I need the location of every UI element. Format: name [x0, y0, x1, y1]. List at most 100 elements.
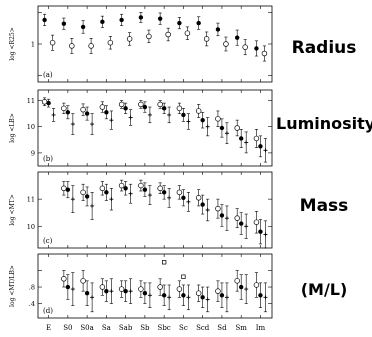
panel-title-3: Mass: [299, 196, 349, 216]
data-point-filled: [181, 195, 186, 200]
data-point-open: [146, 33, 152, 40]
data-point-cross: [224, 216, 229, 221]
panel-title-2: Luminosity: [276, 114, 372, 133]
data-point-open: [253, 219, 260, 225]
data-point-open: [176, 286, 183, 292]
x-tick-label-sm: Sm: [235, 324, 247, 332]
data-point-open: [118, 101, 125, 108]
data-point-open: [184, 30, 191, 36]
data-point-open: [261, 50, 268, 57]
data-point-cross: [147, 193, 152, 198]
data-point-cross: [167, 195, 172, 200]
panel-b: 9 10 11 log <LB> (b): [9, 89, 273, 167]
data-point-filled: [138, 15, 144, 20]
x-tick-label-sd: Sd: [217, 324, 227, 332]
panel-tag: (d): [43, 307, 53, 315]
panel-frame: [37, 253, 273, 319]
data-point-cross: [186, 119, 191, 124]
y-tick-label: .4: [29, 300, 35, 308]
data-point-open: [234, 278, 240, 284]
data-point-filled: [100, 19, 105, 25]
data-point-open: [80, 278, 86, 284]
data-point-cross: [167, 112, 172, 117]
data-point-cross: [90, 295, 95, 300]
data-point-cross: [263, 295, 268, 300]
data-point-filled: [196, 20, 201, 26]
data-point-filled: [200, 202, 205, 207]
data-point-open: [118, 286, 125, 292]
data-point-filled: [65, 110, 71, 115]
data-point-filled: [84, 111, 90, 116]
data-point-filled: [200, 295, 205, 300]
data-point-open: [49, 39, 56, 46]
data-point-cross: [70, 197, 75, 202]
data-point-open: [253, 282, 260, 288]
data-point-filled: [181, 293, 186, 298]
x-tick-label-im: Im: [256, 324, 266, 332]
x-tick-label-s0: S0: [63, 324, 72, 332]
panel-c: 10 11 log <MT> (c): [9, 171, 273, 249]
panel-title-1: Radius: [291, 38, 357, 58]
data-point-cross: [51, 112, 56, 117]
data-point-filled: [254, 46, 259, 51]
data-point-filled: [65, 187, 71, 192]
data-point-cross: [205, 297, 210, 302]
data-point-filled: [142, 291, 148, 296]
data-point-cross: [109, 197, 114, 202]
data-point-cross: [244, 287, 249, 292]
data-point-open: [215, 288, 221, 294]
panel-tag: (b): [43, 155, 53, 163]
x-tick-label-sb: Sb: [140, 324, 150, 332]
data-point-open: [157, 101, 163, 108]
data-point-filled: [238, 221, 244, 226]
x-tick-label-sbc: Sbc: [158, 324, 171, 332]
data-point-open: [69, 43, 75, 49]
data-point-open: [203, 36, 210, 42]
data-point-cross: [224, 295, 229, 300]
data-point-filled: [238, 284, 244, 290]
data-point-open: [195, 195, 202, 201]
y-tick-label: 10: [27, 123, 35, 131]
data-point-filled: [104, 190, 109, 195]
data-point-filled: [215, 27, 221, 32]
data-point-filled: [65, 284, 71, 290]
data-point-open: [61, 276, 67, 282]
data-point-open: [215, 116, 221, 122]
data-point-open: [195, 290, 202, 296]
panel-a: 1 log <R25> (a): [9, 5, 273, 83]
data-point-filled: [219, 213, 225, 218]
data-point-cross: [263, 148, 268, 153]
data-point-filled: [238, 136, 244, 141]
panel-title-4: (M/L): [300, 280, 348, 299]
data-point-cross: [90, 122, 95, 127]
data-point-filled: [61, 21, 67, 26]
data-point-open: [99, 104, 106, 110]
x-tick-label-e: E: [46, 324, 51, 332]
y-axis-label: log <LB>: [9, 113, 16, 143]
x-tick-label-scd: Scd: [196, 324, 210, 332]
data-point-cross: [224, 131, 229, 136]
data-point-open: [195, 108, 202, 114]
y-tick-label: 11: [27, 97, 35, 105]
data-point-filled: [104, 110, 109, 115]
data-point-filled: [84, 291, 90, 296]
data-point-open: [80, 106, 86, 113]
data-point-cross: [90, 203, 95, 208]
y-axis-label: log <MT/LB>: [9, 265, 16, 307]
data-point-filled: [200, 117, 205, 123]
data-point-open: [138, 101, 144, 108]
data-point-filled: [123, 106, 128, 111]
data-point-open: [234, 215, 240, 221]
panel-frame: [37, 171, 273, 249]
panel-d: .4 .8 log <MT/LB> (d) E S0 S0a Sa Sab Sb Sbc Sc Scd S…: [9, 253, 273, 332]
data-point-open: [176, 189, 183, 196]
data-point-cross: [147, 293, 152, 298]
data-point-open: [138, 286, 144, 292]
data-point-open: [215, 205, 221, 212]
data-point-filled: [181, 112, 186, 118]
data-point-filled: [258, 229, 263, 234]
y-tick-label: 11: [27, 196, 35, 204]
data-point-cross: [128, 289, 133, 294]
data-point-filled: [80, 24, 86, 30]
data-point-filled: [157, 16, 163, 21]
